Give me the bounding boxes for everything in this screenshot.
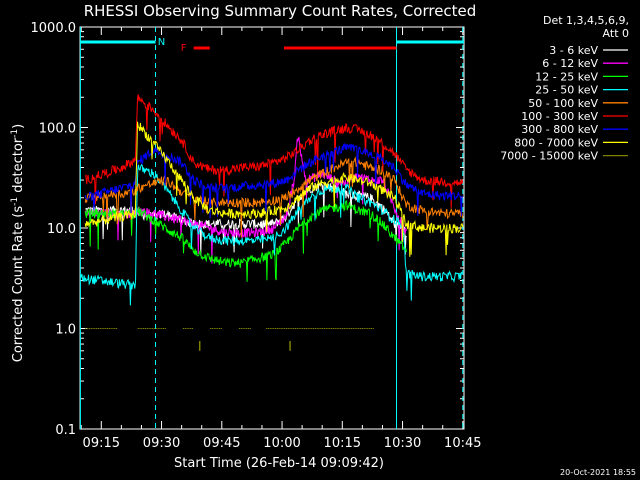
y-axis-label: Corrected Count Rate (s-1 detector-1) [10,124,26,362]
series-0 [85,181,407,256]
legend-header-line-1: Det 1,3,4,5,6,9, [543,14,629,27]
y-axis-label-sup-2: -1 [10,129,20,138]
legend-header-line-2: Att 0 [603,27,629,40]
series-6 [84,143,463,219]
series-line [85,181,407,256]
y-tick-label: 100.0 [39,122,76,137]
series-5 [84,94,464,208]
y-tick-label: 0.1 [55,423,76,438]
legend-label: 6 - 12 keV [542,57,598,70]
legend-label: 25 - 50 keV [535,84,598,97]
series-line [84,94,464,208]
legend-label: 800 - 7000 keV [514,136,598,149]
series-line [84,143,463,219]
x-tick-label: 10:45 [444,436,481,451]
y-axis-label-end: ) [11,124,26,129]
y-tick-label: 10.0 [47,222,76,237]
series-4 [84,156,464,238]
legend-label: 12 - 25 keV [535,70,598,83]
flag-label-f: F [181,43,187,54]
x-tick-label: 10:00 [263,436,300,451]
series-7 [84,121,464,257]
series-line [84,121,464,257]
legend-label: 7000 - 15000 keV [500,150,598,163]
legend-label: 3 - 6 keV [549,44,598,57]
y-tick-label: 1000.0 [31,21,77,36]
series-line [84,156,464,238]
flag-label-n: N [158,37,165,48]
y-axis-label-main: Corrected Count Rate (s [11,206,26,363]
chart-title: RHESSI Observing Summary Count Rates, Co… [84,2,477,20]
series-line [84,200,408,282]
timestamp: 20-Oct-2021 18:55 [560,468,636,477]
x-tick-label: 09:45 [203,436,240,451]
x-tick-label: 09:15 [83,436,120,451]
series-3 [79,163,464,306]
x-axis-label: Start Time (26-Feb-14 09:09:42) [174,456,384,471]
legend-label: 300 - 800 keV [521,123,598,136]
x-tick-label: 10:15 [324,436,361,451]
legend-label: 100 - 300 keV [521,110,598,123]
y-tick-label: 1.0 [55,323,76,338]
plot-area: 1000.0 100.0 10.0 1.0 0.1 09:15 09:30 09:45 10:0… [31,21,482,451]
x-tick-label: 10:30 [384,436,421,451]
series-line [79,163,464,306]
y-axis-label-mid: detector [11,137,26,197]
x-tick-label: 09:30 [143,436,180,451]
series-2 [84,200,408,282]
y-axis-label-sup-1: -1 [10,197,20,206]
legend-label: 50 - 100 keV [528,97,598,110]
